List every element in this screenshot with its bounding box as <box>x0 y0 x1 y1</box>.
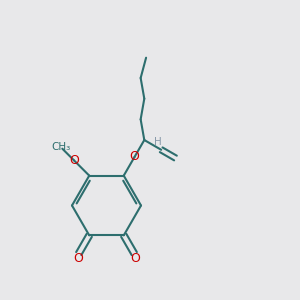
Text: O: O <box>130 150 140 164</box>
Text: O: O <box>69 154 79 167</box>
Text: CH₃: CH₃ <box>51 142 70 152</box>
Text: O: O <box>73 252 83 265</box>
Text: O: O <box>130 252 140 265</box>
Text: H: H <box>154 137 162 147</box>
